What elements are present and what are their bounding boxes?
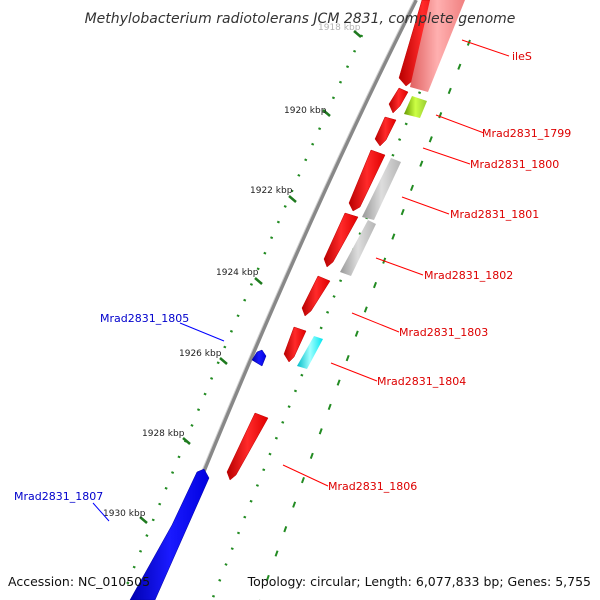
gene-arrow-mrad2831-1803[interactable] [301,275,331,317]
gene-label-mrad2831-1799[interactable]: Mrad2831_1799 [482,127,571,140]
leader-lines [92,39,510,522]
tick-marks [139,30,362,524]
tick-label: 1918 kbp [318,23,361,33]
feature-bar-gray-2 [340,220,376,276]
gene-label-mrad2831-1800[interactable]: Mrad2831_1800 [470,158,559,171]
gene-arrow-mrad2831-1802[interactable] [323,212,359,268]
map-title: Methylobacterium radiotolerans JCM 2831,… [85,11,516,27]
gene-arrow-mrad2831-1807[interactable] [129,468,210,600]
tick-label: 1920 kbp [284,106,327,116]
gene-label-mrad2831-1803[interactable]: Mrad2831_1803 [399,326,488,339]
gene-label-mrad2831-1807[interactable]: Mrad2831_1807 [14,490,103,503]
gene-arrow-mrad2831-1806[interactable] [226,412,269,481]
tick-label: 1922 kbp [250,186,293,196]
gene-arrow-mrad2831-1800[interactable] [374,116,397,147]
innermost-track [259,39,471,600]
gene-label-mrad2831-1805[interactable]: Mrad2831_1805 [100,312,189,325]
feature-bar-gray-1 [362,158,401,220]
gene-label-mrad2831-1806[interactable]: Mrad2831_1806 [328,480,417,493]
gene-arrow-mrad2831-1801[interactable] [348,149,386,212]
gene-label-mrad2831-1801[interactable]: Mrad2831_1801 [450,208,539,221]
tick-labels: 1918 kbp 1920 kbp 1922 kbp 1924 kbp 1926… [103,23,361,519]
feature-bar-green [404,96,427,118]
tick-label: 1928 kbp [142,429,185,439]
tick-label: 1924 kbp [216,268,259,278]
gene-label-mrad2831-1802[interactable]: Mrad2831_1802 [424,269,513,282]
feature-bar-cyan [297,336,323,369]
tick-label: 1926 kbp [179,349,222,359]
gene-label-iles[interactable]: ileS [512,50,532,63]
gene-arrow-mrad2831-1799[interactable] [388,87,409,114]
accession-text: Accession: NC_010505 [8,574,150,589]
tick-label: 1930 kbp [103,509,146,519]
gene-arrow-mrad2831-1804[interactable] [283,326,307,363]
gene-label-mrad2831-1804[interactable]: Mrad2831_1804 [377,375,466,388]
gene-arrow-mrad2831-1805[interactable] [251,349,267,367]
topology-text: Topology: circular; Length: 6,077,833 bp… [247,574,591,589]
feature-bar-pink [410,0,465,92]
inner-track-right [210,44,442,600]
